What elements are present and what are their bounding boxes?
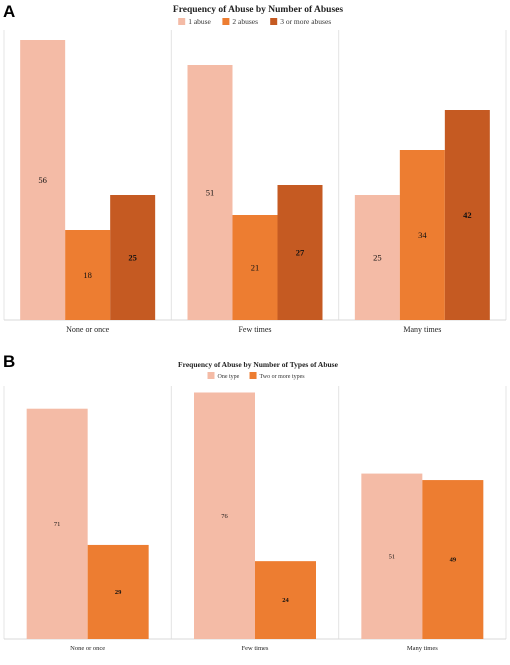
chart-a-value-label-1-2: 34 — [418, 230, 427, 240]
chart-a-legend-label-1: 2 abuses — [232, 17, 258, 26]
chart-b-legend-label-1: Two or more types — [260, 374, 306, 380]
chart-b-bar-0-1 — [194, 392, 255, 639]
chart-a-legend-swatch-0 — [178, 18, 186, 25]
panel-label-b: B — [3, 352, 16, 371]
chart-a-bar-2-2 — [444, 110, 490, 320]
chart-a-value-label-2-0: 25 — [128, 252, 137, 262]
chart-a-bar-0-0 — [20, 40, 66, 320]
chart-a-bar-1-1 — [232, 215, 278, 320]
chart-a: Frequency of Abuse by Number of Abuses 1 … — [3, 5, 507, 334]
chart-a-bar-0-2 — [354, 195, 400, 320]
chart-b-legend-swatch-1 — [249, 372, 257, 379]
chart-b-bar-1-0 — [87, 544, 149, 639]
chart-b-category-label-1: Few times — [242, 645, 269, 652]
chart-a-value-label-1-0: 18 — [83, 270, 92, 280]
chart-a-category-label-0: None or once — [66, 325, 110, 334]
chart-b-bar-0-0 — [26, 408, 88, 639]
chart-b-title: Frequency of Abuse by Number of Types of… — [178, 360, 339, 369]
chart-a-bar-2-1 — [277, 185, 323, 320]
chart-a-legend-label-2: 3 or more abuses — [280, 17, 331, 26]
chart-a-value-label-2-1: 27 — [296, 247, 305, 257]
chart-b-category-label-0: None or once — [70, 645, 105, 652]
chart-b-value-label-0-0: 71 — [54, 521, 61, 528]
chart-b: Frequency of Abuse by Number of Types of… — [3, 360, 507, 652]
chart-a-legend-swatch-2 — [270, 18, 278, 25]
chart-b-legend-label-0: One type — [218, 374, 240, 380]
chart-a-value-label-2-2: 42 — [463, 210, 472, 220]
chart-b-value-label-1-0: 29 — [115, 589, 122, 596]
chart-b-legend-swatch-0 — [207, 372, 215, 379]
chart-a-category-label-1: Few times — [238, 325, 271, 334]
panel-label-a: A — [3, 2, 16, 21]
chart-a-bar-1-2 — [399, 150, 445, 320]
chart-b-value-label-0-1: 76 — [221, 513, 228, 520]
chart-a-legend-label-0: 1 abuse — [188, 17, 211, 26]
chart-a-value-label-1-1: 21 — [251, 262, 260, 272]
chart-b-bar-0-2 — [361, 473, 423, 639]
chart-a-bar-0-1 — [187, 65, 233, 320]
chart-b-bar-1-1 — [255, 561, 316, 639]
chart-a-bar-1-0 — [65, 230, 111, 320]
chart-b-value-label-1-1: 24 — [282, 597, 289, 604]
chart-a-value-label-0-2: 25 — [373, 252, 382, 262]
chart-a-value-label-0-1: 51 — [206, 187, 215, 197]
chart-b-value-label-0-2: 51 — [389, 553, 396, 560]
chart-a-legend-swatch-1 — [222, 18, 230, 25]
chart-a-title: Frequency of Abuse by Number of Abuses — [173, 5, 343, 15]
chart-a-bar-2-0 — [110, 195, 156, 320]
chart-a-value-label-0-0: 56 — [38, 175, 47, 185]
chart-a-category-label-2: Many times — [403, 325, 441, 334]
chart-b-value-label-1-2: 49 — [450, 557, 457, 564]
chart-b-category-label-2: Many times — [407, 645, 438, 652]
chart-b-bar-1-2 — [422, 480, 484, 639]
